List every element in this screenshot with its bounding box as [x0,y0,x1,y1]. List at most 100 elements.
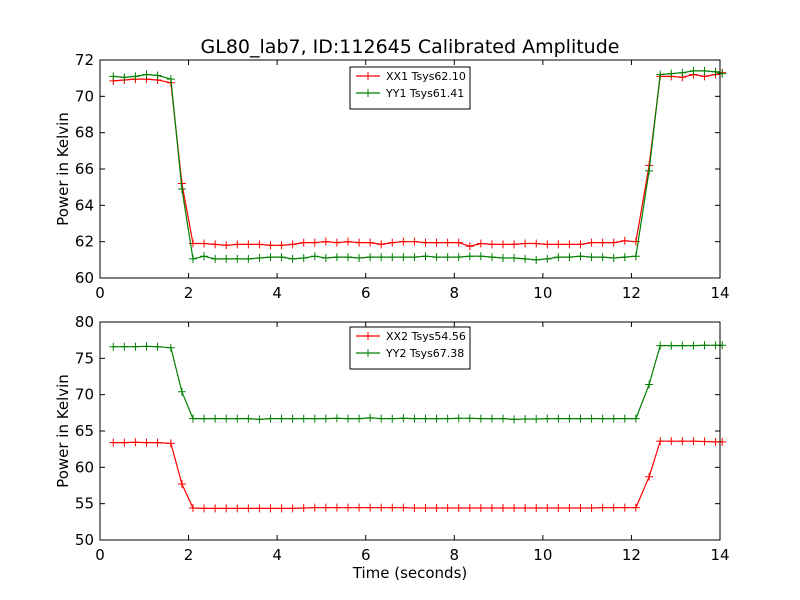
data-point-marker [388,253,397,262]
data-point-marker [656,341,665,350]
data-point-marker [421,504,430,513]
data-point-marker [399,503,408,512]
data-point-marker [576,240,585,249]
data-point-marker [678,437,687,446]
y-tick-label: 50 [75,531,94,549]
data-point-marker [598,503,607,512]
data-point-marker [565,414,574,423]
data-point-marker [200,252,209,261]
x-tick-label: 14 [710,284,729,302]
data-point-marker [609,254,618,263]
data-point-marker [277,241,286,250]
data-point-marker [366,413,375,422]
y-axis-label: Power in Kelvin [54,112,72,226]
data-point-marker [211,414,220,423]
data-point-marker [109,438,118,447]
data-point-marker [388,238,397,247]
data-point-marker [366,503,375,512]
data-point-marker [222,504,231,513]
data-point-marker [388,503,397,512]
data-point-marker [332,253,341,262]
data-point-marker [476,414,485,423]
data-point-marker [410,237,419,246]
data-point-marker [177,387,186,396]
data-point-marker [598,238,607,247]
data-point-marker [377,503,386,512]
data-point-marker [166,439,175,448]
data-point-marker [142,438,151,447]
data-point-marker [266,414,275,423]
data-point-marker [189,504,197,513]
data-point-marker [487,504,496,513]
data-point-marker [421,238,430,247]
series-1 [109,437,727,513]
data-point-marker [344,414,352,423]
x-tick-label: 2 [184,284,194,302]
data-point-marker [288,254,297,263]
legend-marker [364,89,372,97]
data-point-marker [377,240,386,249]
data-point-marker [255,415,264,424]
data-point-marker [131,342,140,351]
data-point-marker [609,503,618,512]
data-point-marker [432,253,441,262]
data-point-marker [476,504,485,513]
data-point-marker [299,414,308,423]
legend-box [349,326,471,370]
x-tick-label: 10 [533,284,552,302]
data-point-marker [510,240,519,249]
y-tick-label: 60 [75,269,94,287]
legend-label: YY1 Tsys61.41 [385,87,464,100]
data-point-marker [667,69,676,78]
data-point-marker [543,240,552,249]
y-tick-label: 62 [75,233,94,251]
x-tick-label: 14 [710,546,729,564]
legend: XX2 Tsys54.56 YY2 Tsys67.38 [349,326,471,370]
data-point-marker [344,253,352,262]
data-point-marker [565,504,574,513]
data-point-marker [200,239,209,248]
data-point-marker [532,239,541,248]
y-tick-label: 65 [75,422,94,440]
data-point-marker [620,414,629,423]
data-point-marker [443,253,452,262]
data-point-marker [667,437,676,446]
data-point-marker [153,438,162,447]
data-point-marker [321,254,330,263]
data-point-marker [109,342,118,351]
data-point-marker [543,504,552,513]
x-axis-label: Time (seconds) [352,564,468,582]
data-point-marker [266,253,275,262]
data-point-marker [321,414,330,423]
data-point-marker [120,438,129,447]
data-point-marker [499,414,507,423]
legend-label: XX2 Tsys54.56 [386,330,466,343]
x-tick-label: 8 [450,546,460,564]
data-point-marker [310,252,319,261]
data-point-marker [620,253,629,262]
y-tick-label: 80 [75,313,94,331]
data-point-marker [399,253,408,262]
data-point-marker [222,414,231,423]
data-point-marker [598,253,607,262]
data-point-marker [410,253,419,262]
legend-label: XX1 Tsys62.10 [386,70,466,83]
data-point-marker [565,240,574,249]
data-point-marker [620,236,629,245]
data-point-marker [142,70,151,79]
data-point-marker [233,504,242,513]
data-point-marker [656,437,665,446]
data-point-marker [355,254,364,263]
data-point-marker [377,253,386,262]
data-point-marker [454,253,463,262]
data-point-marker [120,73,129,82]
data-point-marker [299,254,308,263]
data-point-marker [153,71,162,80]
data-point-marker [244,254,253,263]
data-point-marker [355,238,364,247]
data-point-marker [454,504,463,513]
data-point-marker [499,240,507,249]
data-point-marker [678,68,687,77]
data-point-marker [689,341,698,350]
